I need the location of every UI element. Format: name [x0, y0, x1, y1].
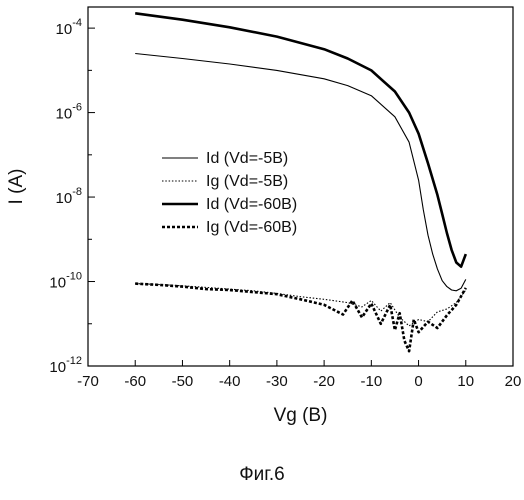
- legend: Id (Vd=-5B) Ig (Vd=-5B) Id (Vd=-60B) Ig (Vd…: [162, 150, 297, 236]
- series-line-4: [135, 284, 466, 352]
- x-tick-label: 0: [414, 373, 422, 390]
- y-tick-label: 10-10: [49, 271, 82, 292]
- x-axis-label: Vg (B): [274, 405, 328, 426]
- legend-label-3: Id (Vd=-60B): [206, 196, 297, 213]
- y-tick-label: 10-6: [56, 102, 82, 123]
- legend-label-1: Id (Vd=-5B): [206, 150, 288, 167]
- y-tick-label: 10-8: [56, 186, 82, 207]
- y-tick-label: 10-4: [56, 17, 82, 38]
- series-lines: [135, 13, 466, 351]
- x-tick-label: -40: [219, 373, 241, 390]
- x-tick-label: 10: [457, 373, 474, 390]
- series-line-2: [135, 284, 466, 326]
- figure-caption: Фиг.6: [0, 464, 524, 486]
- x-tick-label: -60: [124, 373, 146, 390]
- y-axis-label: I (A): [6, 169, 27, 205]
- x-tick-label: -50: [172, 373, 194, 390]
- series-line-3: [135, 13, 466, 266]
- x-tick-label: -30: [266, 373, 288, 390]
- x-tick-label: -20: [313, 373, 335, 390]
- x-tick-label: -70: [77, 373, 99, 390]
- x-tick-label: 20: [505, 373, 522, 390]
- legend-label-2: Ig (Vd=-5B): [206, 173, 288, 190]
- legend-label-4: Ig (Vd=-60B): [206, 219, 297, 236]
- chart: -70 -60 -50 -40 -30 -20 -10 0 10 20 10-4 10-6 10-8 10…: [0, 0, 524, 460]
- series-line-1: [135, 54, 466, 291]
- x-tick-label: -10: [360, 373, 382, 390]
